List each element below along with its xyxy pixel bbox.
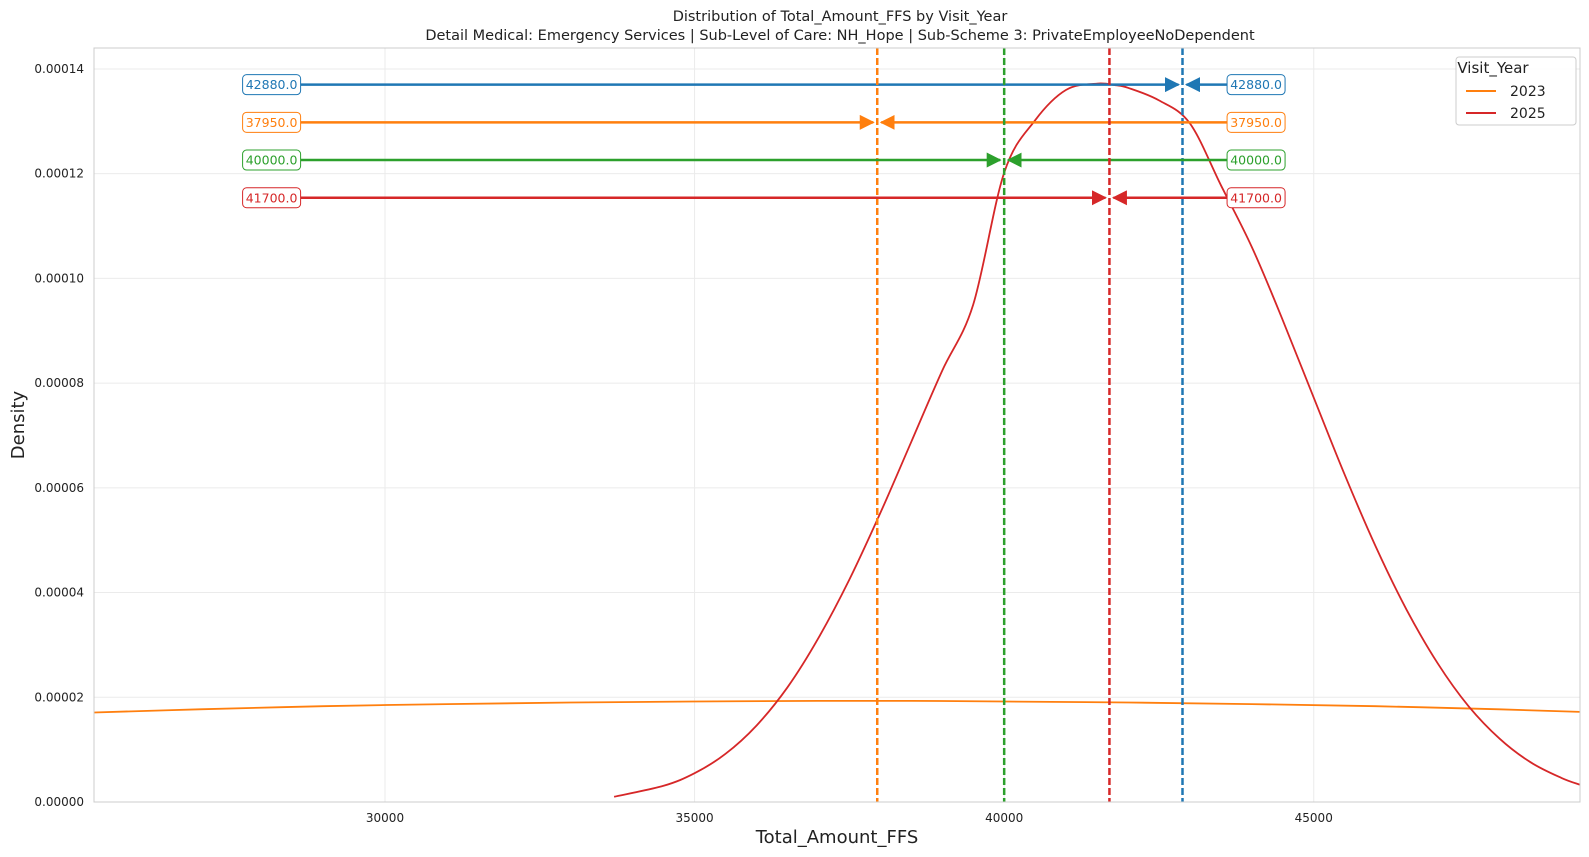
annotation-label-right: 42880.0	[1230, 77, 1282, 92]
x-tick-label: 40000	[985, 811, 1023, 825]
legend-box	[1455, 56, 1577, 126]
axes: 30000 35000 40000 45000 0.00000 0.00002 0.0000…	[34, 47, 1581, 825]
y-tick-label: 0.00008	[34, 376, 84, 390]
annotation-label-right: 40000.0	[1230, 153, 1282, 168]
annotation-box	[1226, 111, 1286, 133]
plot-frame	[93, 47, 1581, 803]
annotation-box	[1226, 149, 1286, 171]
density-line-2023	[93, 699, 1581, 714]
annotation-box	[242, 111, 302, 133]
chart-subtitle: Detail Medical: Emergency Services | Sub…	[425, 28, 1255, 44]
legend: Visit_Year 2023 2025	[1455, 56, 1577, 126]
annotation-box	[1226, 187, 1286, 209]
legend-title: Visit_Year	[1457, 59, 1529, 78]
x-axis-title: Total_Amount_FFS	[755, 827, 919, 848]
annotation-label-right: 41700.0	[1230, 190, 1282, 205]
x-tick-label: 30000	[366, 811, 404, 825]
y-tick-label: 0.00012	[34, 167, 84, 181]
legend-label-2023: 2023	[1510, 84, 1546, 100]
median-markers: 42880.0 42880.0 37950.0 37950.0 40000.0 40000…	[242, 48, 1286, 802]
chart-title: Distribution of Total_Amount_FFS by Visi…	[673, 9, 1008, 25]
y-tick-label: 0.00000	[34, 795, 84, 809]
annotation-label-left: 40000.0	[246, 153, 298, 168]
annotation-box	[1226, 74, 1286, 96]
y-tick-label: 0.00010	[34, 271, 84, 285]
annotation-box	[242, 149, 302, 171]
annotation-label-left: 37950.0	[246, 115, 298, 130]
y-tick-label: 0.00014	[34, 62, 84, 76]
y-tick-label: 0.00004	[34, 586, 84, 600]
legend-label-2025: 2025	[1510, 106, 1546, 122]
y-tick-label: 0.00006	[34, 481, 84, 495]
annotation-box	[242, 74, 302, 96]
y-axis-title: Density	[8, 390, 29, 459]
y-tick-label: 0.00002	[34, 690, 84, 704]
annotation-label-left: 41700.0	[246, 190, 298, 205]
annotation-label-left: 42880.0	[246, 77, 298, 92]
annotation-box	[242, 187, 302, 209]
x-tick-label: 35000	[675, 811, 713, 825]
x-tick-label: 45000	[1295, 811, 1333, 825]
annotation-label-right: 37950.0	[1230, 115, 1282, 130]
